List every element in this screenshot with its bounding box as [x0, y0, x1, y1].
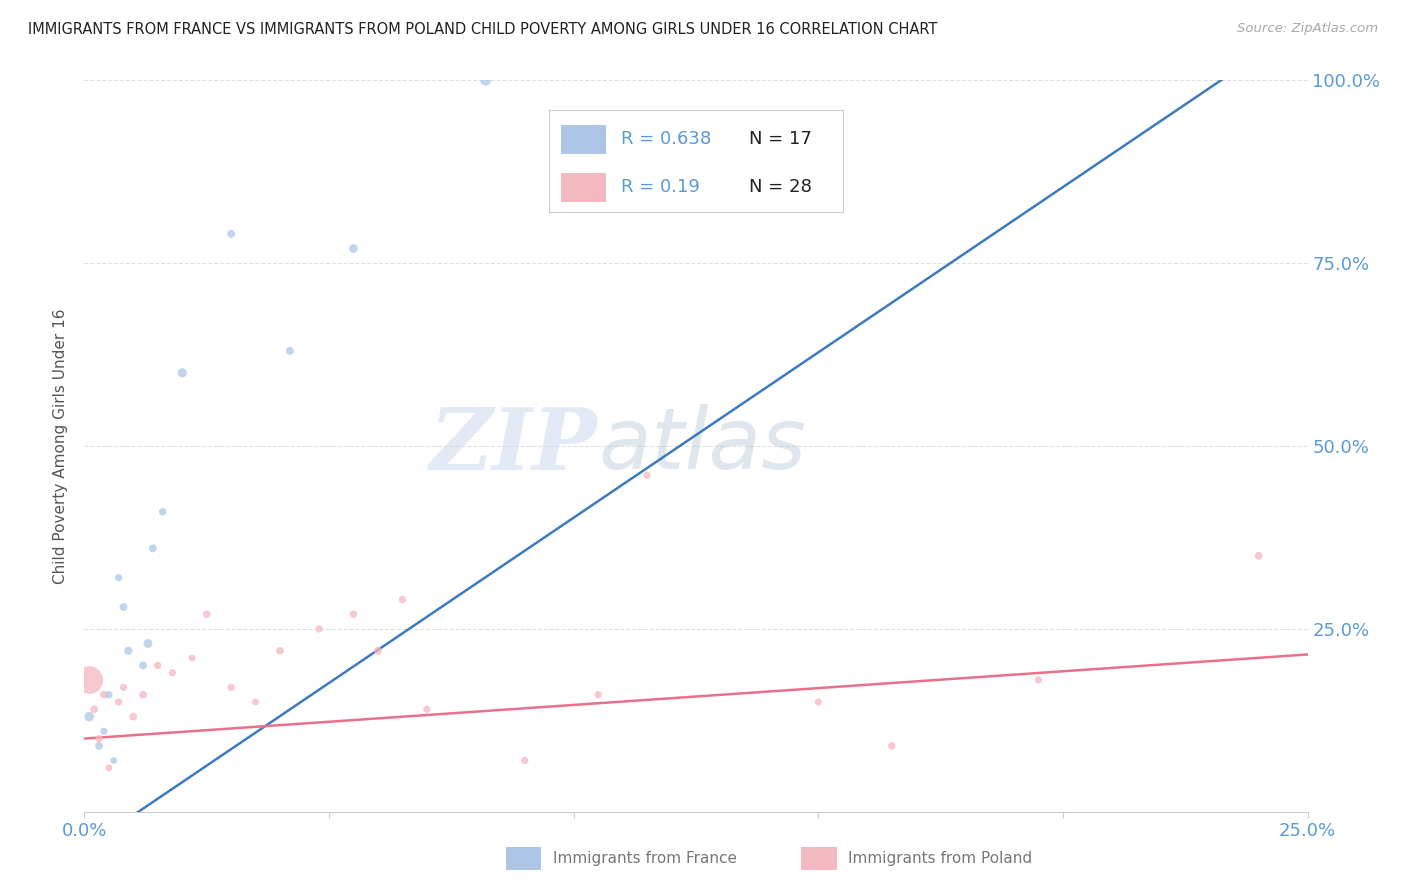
Text: IMMIGRANTS FROM FRANCE VS IMMIGRANTS FROM POLAND CHILD POVERTY AMONG GIRLS UNDER: IMMIGRANTS FROM FRANCE VS IMMIGRANTS FRO… — [28, 22, 938, 37]
Point — [219, 227, 242, 241]
Point — [136, 636, 159, 650]
Point — [1028, 673, 1050, 687]
Point — [880, 739, 903, 753]
Point — [117, 644, 139, 658]
Point — [245, 695, 267, 709]
Point — [152, 505, 174, 519]
Point — [807, 695, 830, 709]
Point — [107, 571, 129, 585]
Point — [132, 658, 155, 673]
Point — [269, 644, 291, 658]
Point — [474, 73, 496, 87]
Text: Source: ZipAtlas.com: Source: ZipAtlas.com — [1237, 22, 1378, 36]
Text: ZIP: ZIP — [430, 404, 598, 488]
Point — [97, 761, 120, 775]
Point — [87, 739, 110, 753]
Point — [93, 724, 115, 739]
Point — [195, 607, 218, 622]
Point — [107, 695, 129, 709]
Point — [342, 607, 364, 622]
Point — [146, 658, 169, 673]
Point — [513, 754, 536, 768]
Point — [181, 651, 204, 665]
Point — [77, 673, 100, 687]
Text: Immigrants from Poland: Immigrants from Poland — [848, 851, 1032, 866]
Point — [219, 681, 242, 695]
Point — [162, 665, 184, 680]
Point — [112, 681, 135, 695]
Point — [367, 644, 389, 658]
Y-axis label: Child Poverty Among Girls Under 16: Child Poverty Among Girls Under 16 — [53, 309, 69, 583]
Point — [416, 702, 439, 716]
Point — [1247, 549, 1270, 563]
Point — [132, 688, 155, 702]
Point — [77, 709, 100, 723]
Point — [122, 709, 145, 723]
Point — [87, 731, 110, 746]
Point — [97, 688, 120, 702]
Point — [83, 702, 105, 716]
Point — [172, 366, 194, 380]
Point — [308, 622, 330, 636]
Point — [342, 242, 364, 256]
Point — [586, 688, 609, 702]
Point — [636, 468, 658, 483]
Text: Immigrants from France: Immigrants from France — [553, 851, 737, 866]
Point — [278, 343, 301, 358]
Point — [103, 754, 125, 768]
Point — [142, 541, 165, 556]
Text: atlas: atlas — [598, 404, 806, 488]
Point — [93, 688, 115, 702]
Point — [391, 592, 413, 607]
Point — [112, 599, 135, 614]
